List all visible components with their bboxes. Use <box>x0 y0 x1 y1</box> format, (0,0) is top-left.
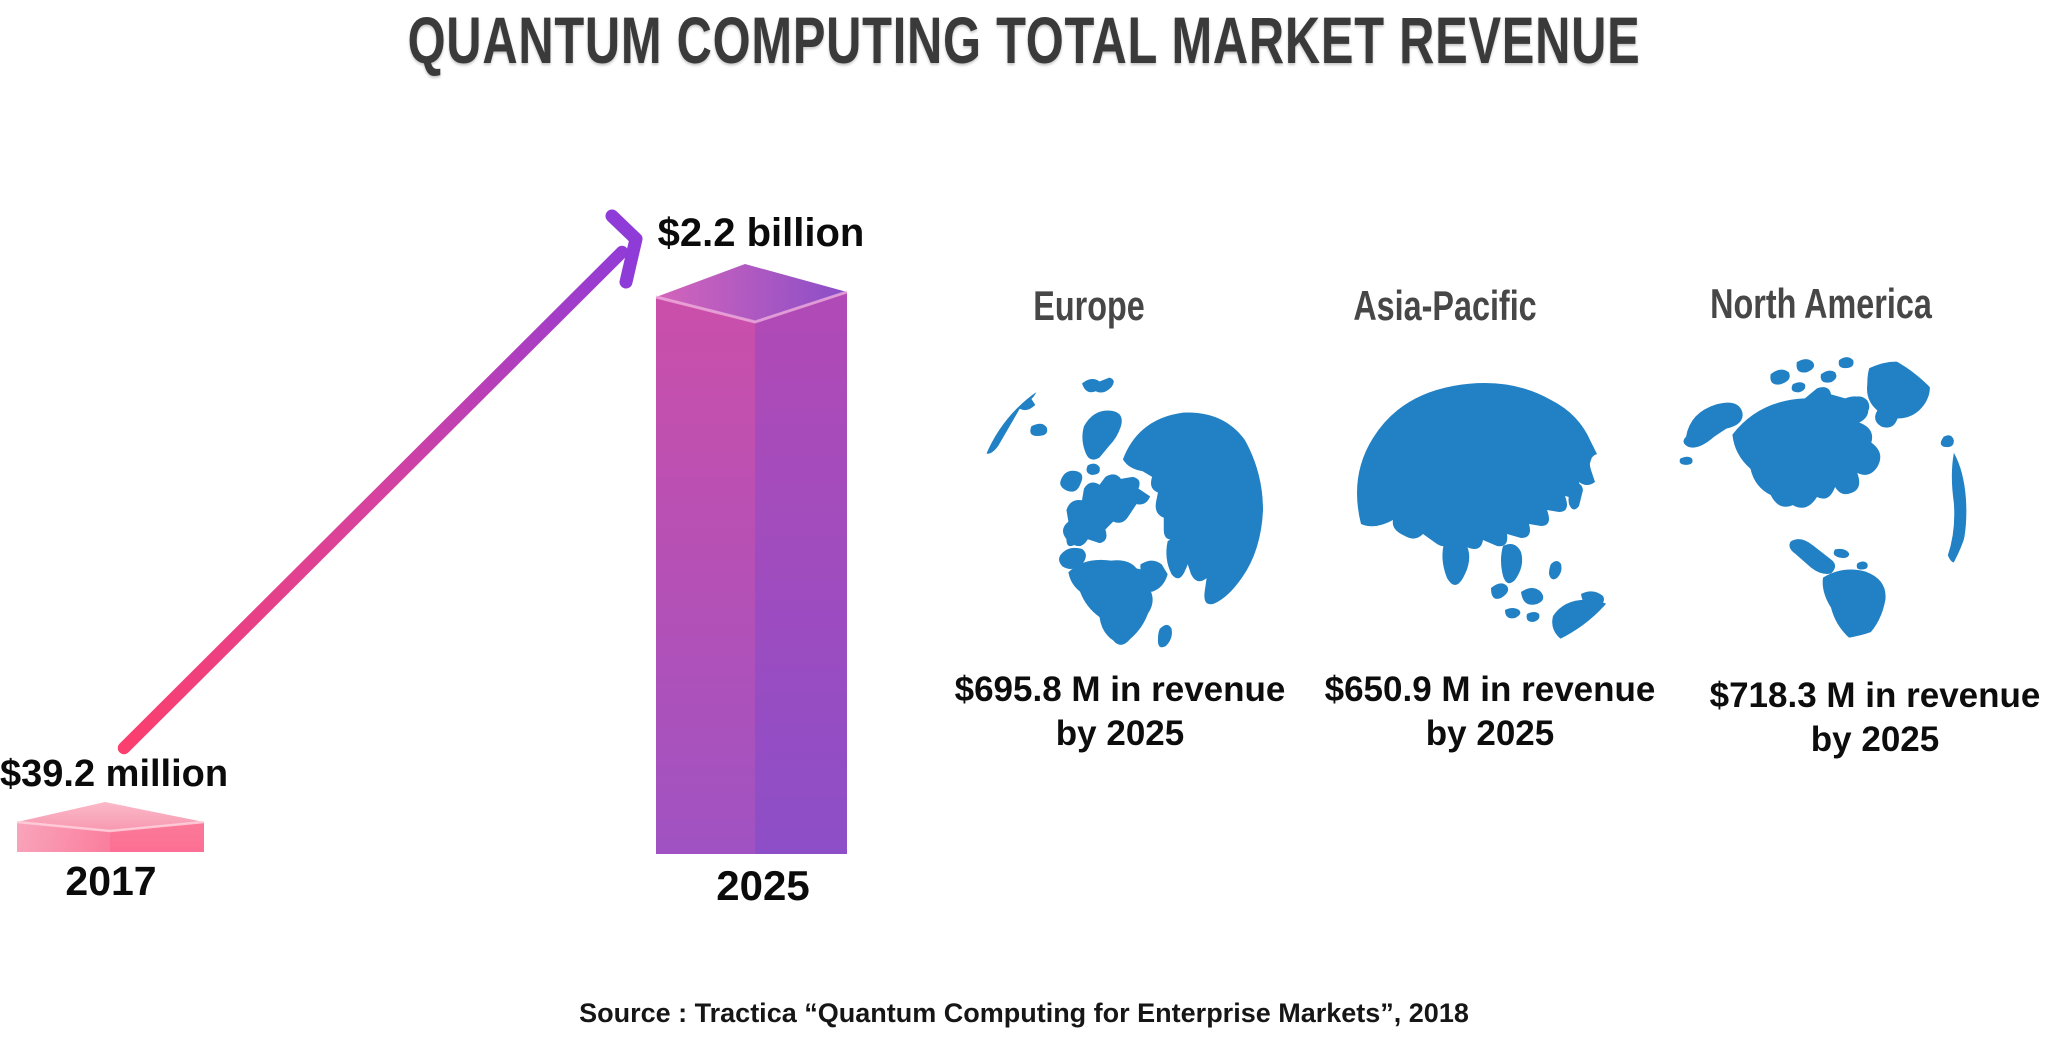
globe-europe-icon <box>978 377 1264 648</box>
region-label-asia-pacific: Asia-Pacific <box>1353 282 1537 329</box>
revenue-europe: $695.8 M in revenue by 2025 <box>950 668 1290 756</box>
page-title-text: QUANTUM COMPUTING TOTAL MARKET REVENUE <box>407 3 1641 77</box>
globe-asia-pacific-icon <box>1357 383 1620 647</box>
year-2017: 2017 <box>65 858 157 904</box>
bar-2017 <box>16 802 205 852</box>
revenue-north-america: $718.3 M in revenue by 2025 <box>1705 674 2045 762</box>
bar-2025 <box>655 264 848 854</box>
revenue-asia-pacific-line1: $650.9 M in revenue <box>1324 670 1656 709</box>
growth-arrow-icon <box>117 209 643 755</box>
revenue-asia-pacific: $650.9 M in revenue by 2025 <box>1320 668 1660 756</box>
page-title: QUANTUM COMPUTING TOTAL MARKET REVENUE <box>0 2 2048 78</box>
revenue-europe-line1: $695.8 M in revenue <box>954 670 1286 709</box>
source-attribution: Source : Tractica “Quantum Computing for… <box>579 998 1469 1028</box>
revenue-asia-pacific-line2: by 2025 <box>1425 714 1555 753</box>
year-2025: 2025 <box>716 862 810 909</box>
value-2017: $39.2 million <box>0 753 229 795</box>
globe-north-america-icon <box>1679 357 1967 640</box>
region-label-europe: Europe <box>1033 282 1145 329</box>
growth-chart <box>16 209 848 854</box>
value-2025: $2.2 billion <box>657 211 865 255</box>
revenue-north-america-line1: $718.3 M in revenue <box>1709 676 2041 715</box>
revenue-europe-line2: by 2025 <box>1055 714 1185 753</box>
revenue-north-america-line2: by 2025 <box>1810 720 1940 759</box>
region-label-north-america: North America <box>1710 280 1932 327</box>
